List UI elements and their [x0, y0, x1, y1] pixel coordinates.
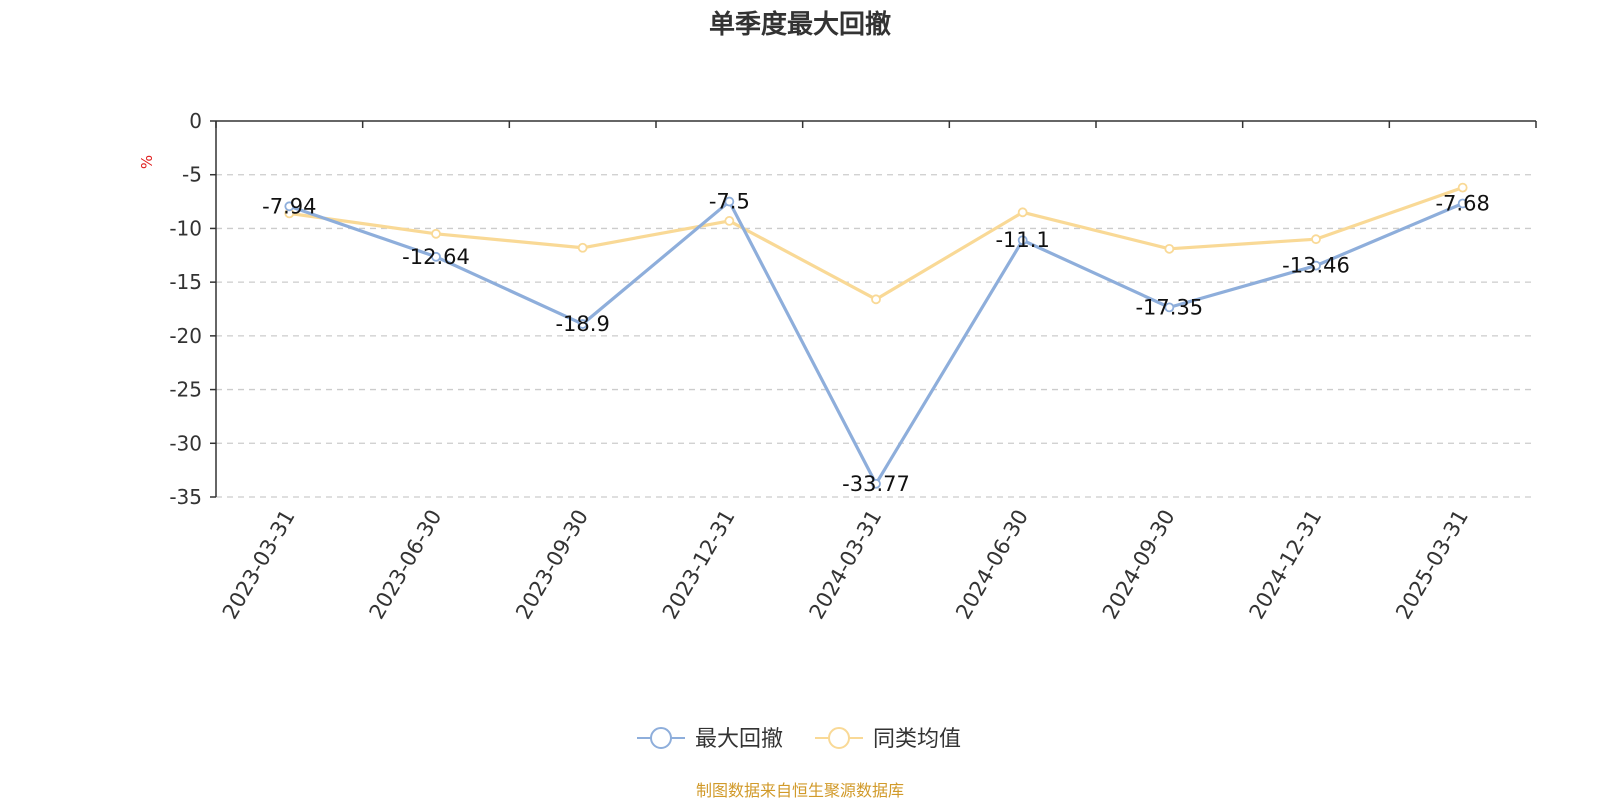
- source-note: 制图数据来自恒生聚源数据库: [696, 781, 904, 800]
- data-point[interactable]: [1164, 302, 1175, 313]
- data-point[interactable]: [1457, 182, 1468, 193]
- data-point[interactable]: [431, 228, 441, 239]
- series-lines: [284, 182, 1468, 489]
- data-label: -7.68: [1435, 192, 1489, 216]
- data-point[interactable]: [577, 319, 588, 329]
- data-label: -18.9: [555, 312, 609, 336]
- data-point[interactable]: [1164, 243, 1175, 254]
- x-tick-label: 2023-09-30: [511, 506, 593, 624]
- grid-lines: [216, 174, 1536, 498]
- y-tick-label: -5: [182, 163, 202, 187]
- x-tick-label: 2024-06-30: [951, 506, 1033, 624]
- chart-title: 单季度最大回撤: [709, 9, 891, 40]
- y-tick-label: -30: [169, 431, 202, 455]
- x-tick-label: 2023-03-31: [218, 506, 300, 624]
- legend-swatch-marker[interactable]: [828, 727, 850, 749]
- x-tick-label: 2023-06-30: [365, 506, 447, 624]
- data-point[interactable]: [724, 216, 735, 226]
- data-labels: -7.94 -12.64 -18.9 -7.5 -33.77 -11.1 -17.35 -13…: [262, 190, 1490, 496]
- data-point[interactable]: [1311, 234, 1321, 245]
- x-tick-label: 2024-09-30: [1098, 506, 1180, 624]
- legend-swatch-marker[interactable]: [650, 727, 672, 749]
- data-point[interactable]: [724, 196, 735, 207]
- legend-label[interactable]: 最大回撤: [695, 727, 783, 752]
- data-label: -7.5: [709, 190, 750, 214]
- x-tick-label: 2025-03-31: [1391, 506, 1473, 624]
- data-point[interactable]: [1017, 235, 1028, 246]
- data-label: -11.1: [995, 228, 1049, 252]
- data-label: -33.77: [842, 472, 910, 496]
- y-tick-label: -15: [169, 270, 202, 294]
- legend[interactable]: 最大回撤 同类均值: [637, 727, 961, 752]
- y-tick-label: -25: [169, 378, 202, 402]
- data-label: -17.35: [1135, 295, 1203, 319]
- data-point[interactable]: [1457, 198, 1468, 209]
- axes: 0 -5 -10 -15 -20 -25 -30 -35 2023-03-31 2023-06-3…: [169, 109, 1537, 624]
- data-point[interactable]: [871, 294, 881, 305]
- y-tick-label: -35: [169, 485, 202, 509]
- y-tick-label: -20: [169, 324, 202, 348]
- data-point[interactable]: [1311, 260, 1321, 271]
- data-point[interactable]: [431, 251, 441, 262]
- data-label: -7.94: [262, 194, 316, 218]
- data-label: -13.46: [1282, 254, 1350, 278]
- data-point[interactable]: [284, 201, 295, 212]
- legend-label[interactable]: 同类均值: [873, 727, 961, 752]
- data-point[interactable]: [871, 478, 881, 489]
- x-tick-label: 2024-12-31: [1245, 506, 1327, 624]
- y-tick-label: -10: [169, 216, 202, 240]
- data-point[interactable]: [1017, 207, 1028, 218]
- data-point[interactable]: [577, 242, 588, 253]
- x-tick-label: 2024-03-31: [805, 506, 887, 624]
- y-axis-unit: %: [138, 155, 156, 169]
- data-label: -12.64: [402, 245, 470, 269]
- x-tick-label: 2023-12-31: [658, 506, 740, 624]
- y-tick-label: 0: [189, 109, 202, 133]
